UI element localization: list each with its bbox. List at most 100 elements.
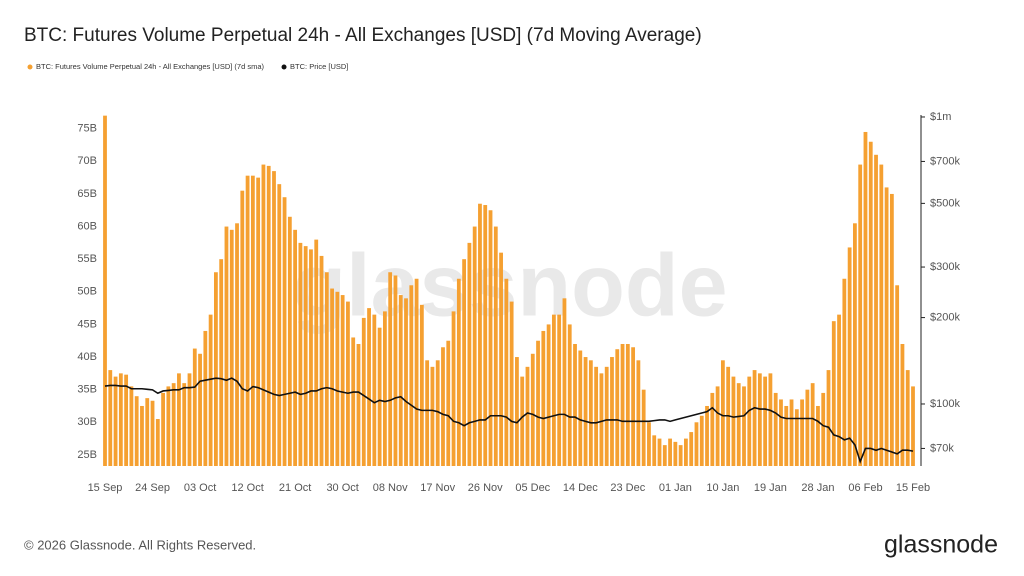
bar bbox=[551, 314, 556, 466]
bar bbox=[108, 370, 113, 466]
bar bbox=[224, 226, 229, 466]
bar bbox=[604, 366, 609, 466]
bar bbox=[287, 216, 292, 466]
bar bbox=[340, 295, 345, 466]
bar bbox=[567, 324, 572, 466]
bar bbox=[826, 370, 831, 466]
y-tick-label: 50B bbox=[77, 286, 97, 298]
bar bbox=[641, 389, 646, 466]
bar bbox=[203, 330, 208, 466]
bar bbox=[541, 330, 546, 466]
bar bbox=[546, 324, 551, 466]
y2-tick-label: $100k bbox=[930, 398, 960, 410]
logo: glassnode bbox=[884, 531, 998, 559]
bar bbox=[816, 405, 820, 466]
bar bbox=[161, 392, 165, 466]
bar bbox=[140, 405, 144, 466]
bar bbox=[536, 340, 540, 466]
bar bbox=[240, 190, 245, 466]
bar bbox=[493, 226, 498, 466]
bar bbox=[425, 360, 430, 466]
y-tick-label: 65B bbox=[77, 188, 97, 200]
bar bbox=[853, 223, 857, 466]
bar bbox=[599, 373, 604, 466]
bar bbox=[372, 314, 377, 466]
bar bbox=[678, 445, 683, 466]
bar bbox=[805, 389, 810, 466]
bar bbox=[182, 383, 187, 466]
bar bbox=[858, 164, 863, 466]
y-tick-label: 30B bbox=[77, 416, 97, 428]
bar bbox=[171, 383, 176, 466]
bar bbox=[298, 242, 303, 466]
bar bbox=[335, 291, 340, 466]
bar bbox=[245, 175, 250, 466]
bar bbox=[430, 366, 435, 466]
bar bbox=[293, 229, 298, 466]
bar bbox=[351, 337, 356, 466]
y-tick-label: 55B bbox=[77, 253, 97, 265]
x-tick-label: 28 Jan bbox=[801, 482, 834, 494]
bar bbox=[346, 301, 350, 466]
bar bbox=[414, 278, 419, 466]
bar bbox=[831, 321, 836, 466]
bar bbox=[356, 343, 361, 466]
bar bbox=[145, 398, 150, 466]
legend-label: BTC: Price [USD] bbox=[290, 62, 348, 71]
x-tick-label: 01 Jan bbox=[659, 482, 692, 494]
bar bbox=[367, 308, 371, 466]
bar bbox=[657, 438, 662, 466]
bar bbox=[192, 348, 197, 466]
bar bbox=[472, 226, 477, 466]
x-tick-label: 14 Dec bbox=[563, 482, 598, 494]
bar bbox=[763, 376, 768, 466]
bar bbox=[398, 295, 403, 466]
bar bbox=[266, 165, 271, 466]
x-tick-label: 23 Dec bbox=[610, 482, 645, 494]
bar bbox=[103, 115, 107, 467]
bar bbox=[324, 272, 329, 466]
bar bbox=[446, 340, 451, 466]
bar bbox=[794, 409, 799, 466]
bar bbox=[620, 343, 625, 466]
copyright: © 2026 Glassnode. All Rights Reserved. bbox=[24, 537, 256, 552]
bar bbox=[134, 396, 139, 466]
bar bbox=[282, 197, 287, 466]
bar bbox=[625, 343, 630, 466]
bar bbox=[889, 193, 894, 466]
bar bbox=[393, 275, 398, 466]
bar bbox=[330, 288, 334, 466]
y-tick-label: 60B bbox=[77, 220, 97, 232]
bar bbox=[525, 366, 530, 466]
x-tick-label: 08 Nov bbox=[373, 482, 408, 494]
bar bbox=[905, 370, 910, 466]
bar bbox=[520, 376, 525, 466]
bar bbox=[456, 278, 461, 466]
bar bbox=[652, 435, 657, 466]
bar bbox=[662, 445, 667, 466]
bar bbox=[435, 360, 440, 466]
bar bbox=[911, 386, 915, 466]
bar bbox=[874, 154, 878, 466]
bar bbox=[742, 386, 746, 466]
price-line bbox=[104, 377, 914, 464]
y2-tick-label: $1m bbox=[930, 111, 951, 123]
x-tick-label: 19 Jan bbox=[754, 482, 787, 494]
x-tick-label: 15 Feb bbox=[896, 482, 930, 494]
y2-tick-label: $700k bbox=[930, 155, 960, 167]
x-tick-label: 17 Nov bbox=[420, 482, 455, 494]
bar bbox=[235, 223, 239, 466]
bar bbox=[821, 392, 826, 466]
bar bbox=[483, 205, 488, 467]
bar bbox=[488, 210, 493, 466]
bar bbox=[377, 327, 382, 466]
bar bbox=[388, 272, 393, 466]
x-tick-label: 30 Oct bbox=[326, 482, 358, 494]
bar bbox=[113, 376, 118, 466]
x-tick-label: 12 Oct bbox=[231, 482, 263, 494]
bar bbox=[810, 383, 815, 466]
bar bbox=[699, 415, 704, 466]
y2-tick-label: $200k bbox=[930, 311, 960, 323]
bar bbox=[779, 399, 783, 466]
bar bbox=[879, 164, 884, 466]
